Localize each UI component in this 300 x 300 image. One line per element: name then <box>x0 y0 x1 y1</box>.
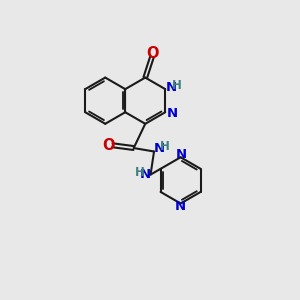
Text: H: H <box>134 166 144 179</box>
Text: H: H <box>171 79 181 92</box>
Text: N: N <box>175 200 186 213</box>
Text: O: O <box>103 138 115 153</box>
Text: N: N <box>140 168 151 181</box>
Text: N: N <box>167 107 178 120</box>
Text: H: H <box>160 140 170 153</box>
Text: O: O <box>146 46 158 61</box>
Text: N: N <box>176 148 187 161</box>
Text: N: N <box>154 142 165 155</box>
Text: N: N <box>166 82 177 94</box>
